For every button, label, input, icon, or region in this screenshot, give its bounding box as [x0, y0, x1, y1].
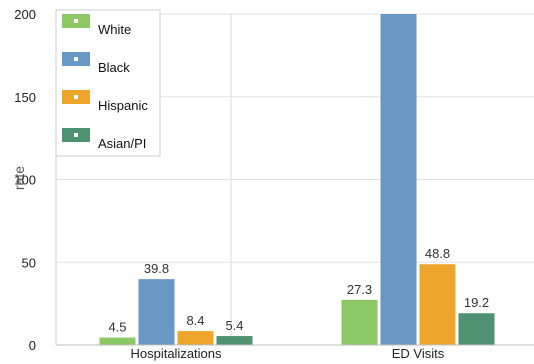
data-label: 5.4	[225, 318, 243, 333]
bar-black-hospitalizations	[138, 279, 175, 345]
legend-label: Black	[98, 60, 130, 75]
bar-black-ed-visits	[380, 14, 417, 345]
y-tick-label: 150	[14, 90, 36, 105]
y-tick-label: 0	[29, 338, 36, 353]
x-category-label: ED Visits	[392, 346, 445, 361]
data-labels: 4.5 39.8 8.4 5.4 27.3 48.8 19.2	[108, 246, 489, 334]
bar-white-ed-visits	[341, 299, 378, 345]
legend-label: White	[98, 22, 131, 37]
data-label: 27.3	[347, 282, 372, 297]
data-label: 8.4	[186, 313, 204, 328]
bar-white-hospitalizations	[99, 337, 136, 345]
data-label: 39.8	[144, 261, 169, 276]
legend-label: Hispanic	[98, 98, 148, 113]
bar-hispanic-ed-visits	[419, 264, 456, 345]
x-category-label: Hospitalizations	[130, 346, 222, 361]
data-label: 4.5	[108, 320, 126, 335]
legend-swatch-dot	[74, 57, 78, 61]
legend: White Black Hispanic Asian/PI	[55, 9, 161, 157]
legend-swatch-dot	[74, 19, 78, 23]
legend-swatch-dot	[74, 133, 78, 137]
bar-asian-pi-ed-visits	[458, 313, 495, 345]
bar-asian-pi-hospitalizations	[216, 336, 253, 345]
y-tick-label: 100	[14, 173, 36, 188]
legend-swatch-dot	[74, 95, 78, 99]
data-label: 48.8	[425, 246, 450, 261]
legend-label: Asian/PI	[98, 136, 146, 151]
bar-marks	[99, 14, 495, 345]
bar-hispanic-hospitalizations	[177, 331, 214, 345]
y-tick-label: 200	[14, 7, 36, 22]
y-axis-title: rate	[11, 166, 27, 190]
tick-labels: 0 50 100 150 200 Hospitalizations ED Visits	[14, 7, 444, 361]
y-tick-label: 50	[22, 255, 36, 270]
data-label: 19.2	[464, 295, 489, 310]
